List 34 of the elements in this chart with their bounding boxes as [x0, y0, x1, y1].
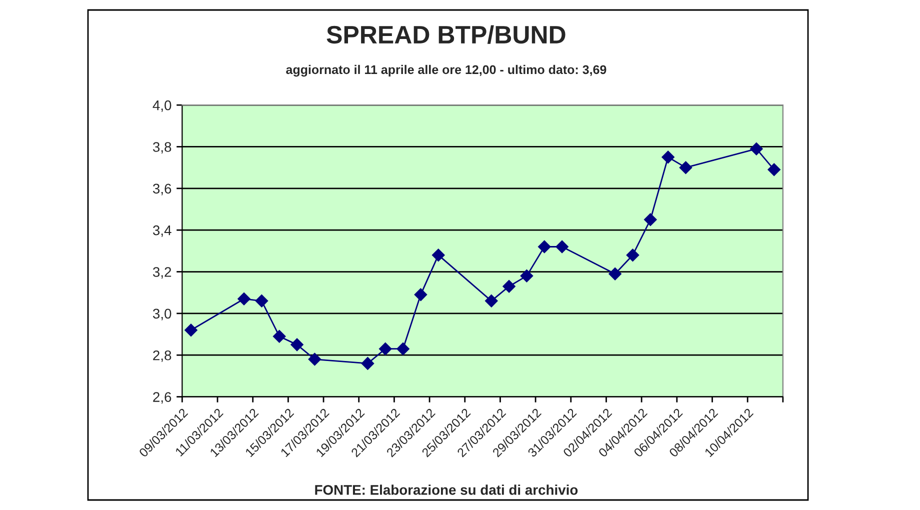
point: [255, 294, 268, 308]
point: [502, 280, 516, 293]
point: [608, 267, 622, 280]
source-note: FONTE: Elaborazione su dati di archivio: [315, 484, 578, 495]
point: [538, 240, 551, 254]
point: [396, 342, 410, 356]
y-tick-label: 2,6: [153, 392, 172, 404]
y-tick-label: 3,0: [152, 308, 172, 320]
point: [484, 294, 498, 308]
point: [238, 292, 250, 306]
point: [378, 342, 392, 356]
point: [361, 357, 374, 370]
point: [290, 338, 304, 352]
point: [272, 330, 286, 343]
y-tick-label: 2,8: [153, 350, 172, 362]
point: [308, 352, 322, 366]
point: [626, 248, 640, 262]
y-tick-label: 4,0: [152, 100, 172, 112]
point: [414, 288, 428, 302]
chart-subtitle: aggiornato il 11 aprile alle ore 12,00 - ultimo dato: 3,69: [286, 64, 606, 77]
chart-title: SPREAD BTP/BUND: [326, 25, 566, 44]
point: [432, 248, 445, 262]
point: [520, 270, 534, 282]
y-tick-label: 3,4: [152, 225, 172, 237]
point: [556, 240, 568, 254]
point: [184, 324, 198, 337]
y-tick-label: 3,6: [152, 184, 172, 196]
point: [679, 161, 692, 174]
point: [644, 213, 657, 226]
point: [662, 150, 674, 164]
y-tick-label: 3,8: [152, 142, 172, 154]
point: [750, 142, 763, 156]
point: [768, 163, 780, 176]
y-tick-label: 3,2: [152, 267, 172, 279]
